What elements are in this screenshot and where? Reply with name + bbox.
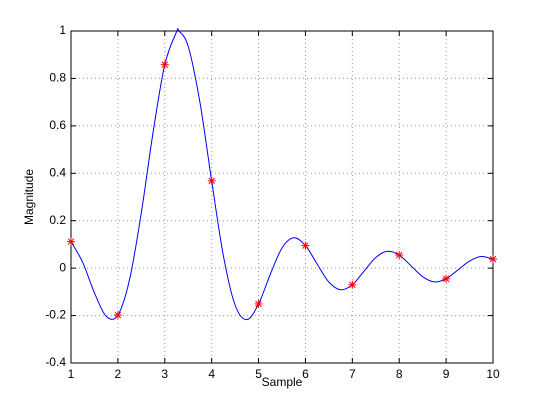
marker-stroke <box>349 281 356 288</box>
marker-stroke <box>442 275 450 283</box>
x-axis-label: Sample <box>262 375 303 389</box>
sample-marker <box>395 251 404 260</box>
sample-marker <box>207 176 216 185</box>
marker-stroke <box>161 61 169 68</box>
y-tick-label: 0.2 <box>49 213 66 227</box>
x-tick-label: 1 <box>68 367 75 381</box>
marker-stroke <box>208 177 215 185</box>
x-tick-label: 10 <box>486 367 500 381</box>
y-tick-label: 0.4 <box>49 165 66 179</box>
x-tick-label: 5 <box>255 367 262 381</box>
sample-marker <box>301 241 310 250</box>
y-tick-label: -0.2 <box>45 308 66 322</box>
marker-stroke <box>255 300 262 308</box>
sample-marker <box>348 280 357 289</box>
sample-marker <box>442 274 451 283</box>
y-tick-label: 0.8 <box>49 71 66 85</box>
sample-marker <box>254 299 263 308</box>
x-tick-label: 7 <box>349 367 356 381</box>
x-tick-label: 9 <box>443 367 450 381</box>
x-tick-label: 8 <box>396 367 403 381</box>
y-tick-label: 0 <box>59 260 66 274</box>
marker-stroke <box>302 242 309 249</box>
marker-stroke <box>67 238 75 245</box>
x-tick-label: 4 <box>208 367 215 381</box>
marker-stroke <box>395 251 403 259</box>
data-line <box>70 27 494 321</box>
marker-stroke <box>489 255 497 263</box>
y-tick-label: 1 <box>59 23 66 37</box>
sample-marker <box>489 255 497 264</box>
sample-marker <box>113 311 122 320</box>
marker-stroke <box>114 311 122 319</box>
x-tick-label: 3 <box>161 367 168 381</box>
sample-marker <box>67 237 75 246</box>
x-tick-label: 6 <box>302 367 309 381</box>
x-tick-label: 2 <box>115 367 122 381</box>
y-tick-label: -0.4 <box>45 355 66 369</box>
y-tick-label: 0.6 <box>49 118 66 132</box>
y-axis-label: Magnitude <box>22 169 36 225</box>
plot-frame <box>70 30 494 364</box>
sample-marker <box>160 60 169 69</box>
